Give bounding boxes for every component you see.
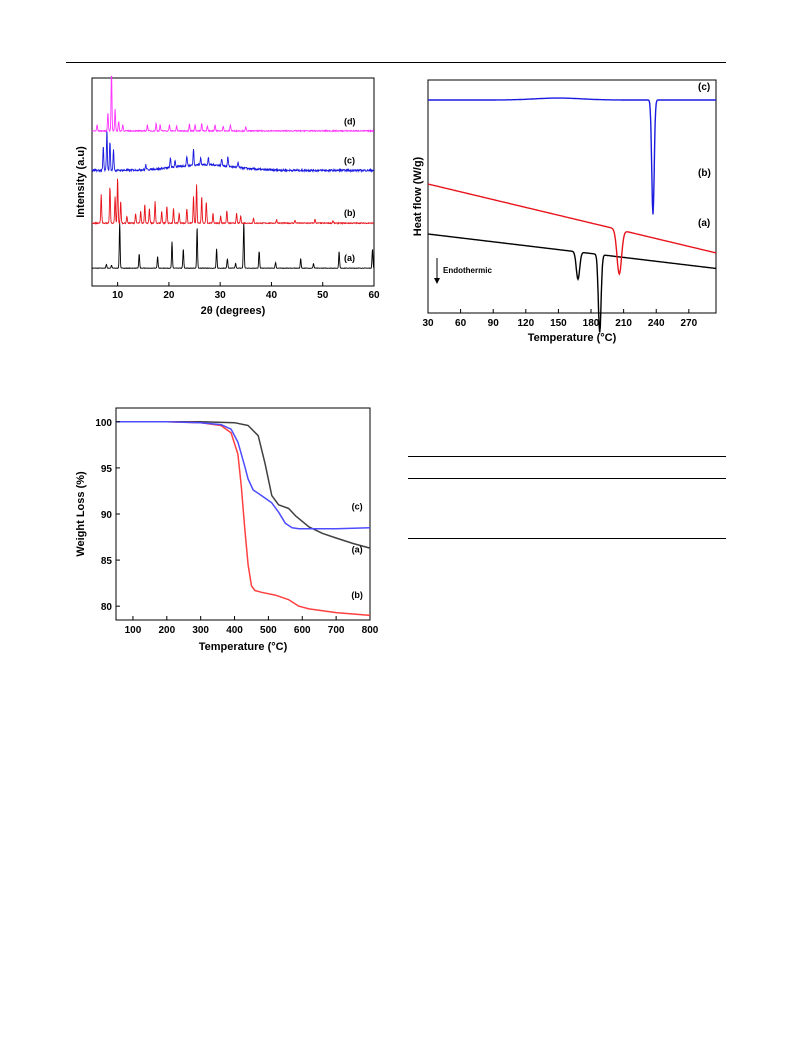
tga-series-1 [116, 421, 371, 549]
y-axis-label: Heat flow (W/g) [412, 156, 424, 236]
x-tick-label: 210 [615, 318, 632, 329]
table-bottom-rule [408, 538, 726, 539]
xrd-figure: (a) (b) (c) (d) 10 20 30 40 50 60 2θ (degrees) Inte… [72, 76, 384, 326]
dsc-series-3 [428, 97, 716, 215]
tga-chart: (c) (a) (b) 100 200 300 400 500 600 700 800 80 85 90 9… [75, 407, 379, 653]
x-tick-label: 60 [368, 290, 380, 301]
x-tick-label: 60 [455, 318, 467, 329]
y-tick-label: 90 [101, 510, 113, 521]
tga-series-label: (b) [351, 590, 363, 600]
table-header-rule [408, 478, 726, 479]
y-tick-label: 95 [101, 464, 113, 475]
tga-series-3 [116, 421, 371, 530]
tga-series-label: (a) [352, 545, 363, 555]
x-axis-label: Temperature (°C) [528, 332, 617, 344]
dsc-series-label: (b) [698, 168, 711, 179]
xrd-chart: (a) (b) (c) (d) 10 20 30 40 50 60 2θ (degrees) Inte… [75, 76, 380, 317]
xrd-series-4 [91, 76, 375, 133]
x-axis-label: Temperature (°C) [199, 641, 288, 653]
x-tick-label: 400 [226, 625, 243, 636]
xrd-series-label: (b) [344, 208, 356, 218]
tga-series-label: (c) [352, 501, 363, 511]
table [408, 456, 726, 540]
x-tick-label: 180 [583, 318, 600, 329]
dsc-series-label: (c) [698, 82, 710, 93]
x-tick-label: 10 [112, 290, 124, 301]
x-tick-label: 100 [125, 625, 142, 636]
x-tick-label: 50 [317, 290, 329, 301]
x-tick-label: 150 [550, 318, 567, 329]
x-axis-label: 2θ (degrees) [201, 305, 266, 317]
dsc-figure: (a) (b) (c) Endothermic 30 60 90 120 150 180 210 24… [408, 78, 720, 348]
dsc-series-label: (a) [698, 218, 710, 229]
tga-figure: (c) (a) (b) 100 200 300 400 500 600 700 800 80 85 90 9… [72, 402, 382, 657]
table-top-rule [408, 456, 726, 457]
dsc-series-2 [427, 183, 717, 276]
x-tick-label: 700 [328, 625, 345, 636]
y-tick-label: 100 [95, 418, 112, 429]
y-tick-label: 80 [101, 602, 113, 613]
x-tick-label: 30 [215, 290, 227, 301]
y-axis-label: Weight Loss (%) [75, 471, 87, 557]
x-tick-label: 30 [422, 318, 434, 329]
tga-series-2 [116, 421, 371, 617]
xrd-series-3 [91, 131, 375, 174]
x-tick-label: 600 [294, 625, 311, 636]
xrd-series-2 [91, 178, 375, 226]
x-tick-label: 40 [266, 290, 278, 301]
y-axis-label: Intensity (a.u) [75, 146, 87, 218]
x-tick-label: 120 [517, 318, 534, 329]
dsc-series-1 [427, 233, 716, 333]
xrd-series-label: (a) [344, 253, 355, 263]
xrd-series-1 [91, 222, 375, 270]
x-tick-label: 200 [158, 625, 175, 636]
xrd-series-label: (c) [344, 155, 355, 165]
endothermic-arrow-head [434, 278, 440, 284]
x-tick-label: 90 [488, 318, 500, 329]
dsc-chart: (a) (b) (c) Endothermic 30 60 90 120 150 180 210 24… [412, 79, 717, 344]
page-header-rule [66, 62, 726, 63]
x-tick-label: 270 [680, 318, 697, 329]
x-tick-label: 500 [260, 625, 277, 636]
x-tick-label: 300 [192, 625, 209, 636]
y-tick-label: 85 [101, 556, 113, 567]
endothermic-annotation: Endothermic [443, 266, 492, 275]
plot-frame [91, 77, 375, 287]
plot-frame [427, 79, 717, 314]
x-tick-label: 240 [648, 318, 665, 329]
x-tick-label: 800 [362, 625, 379, 636]
xrd-series-label: (d) [344, 117, 356, 127]
x-tick-label: 20 [163, 290, 175, 301]
